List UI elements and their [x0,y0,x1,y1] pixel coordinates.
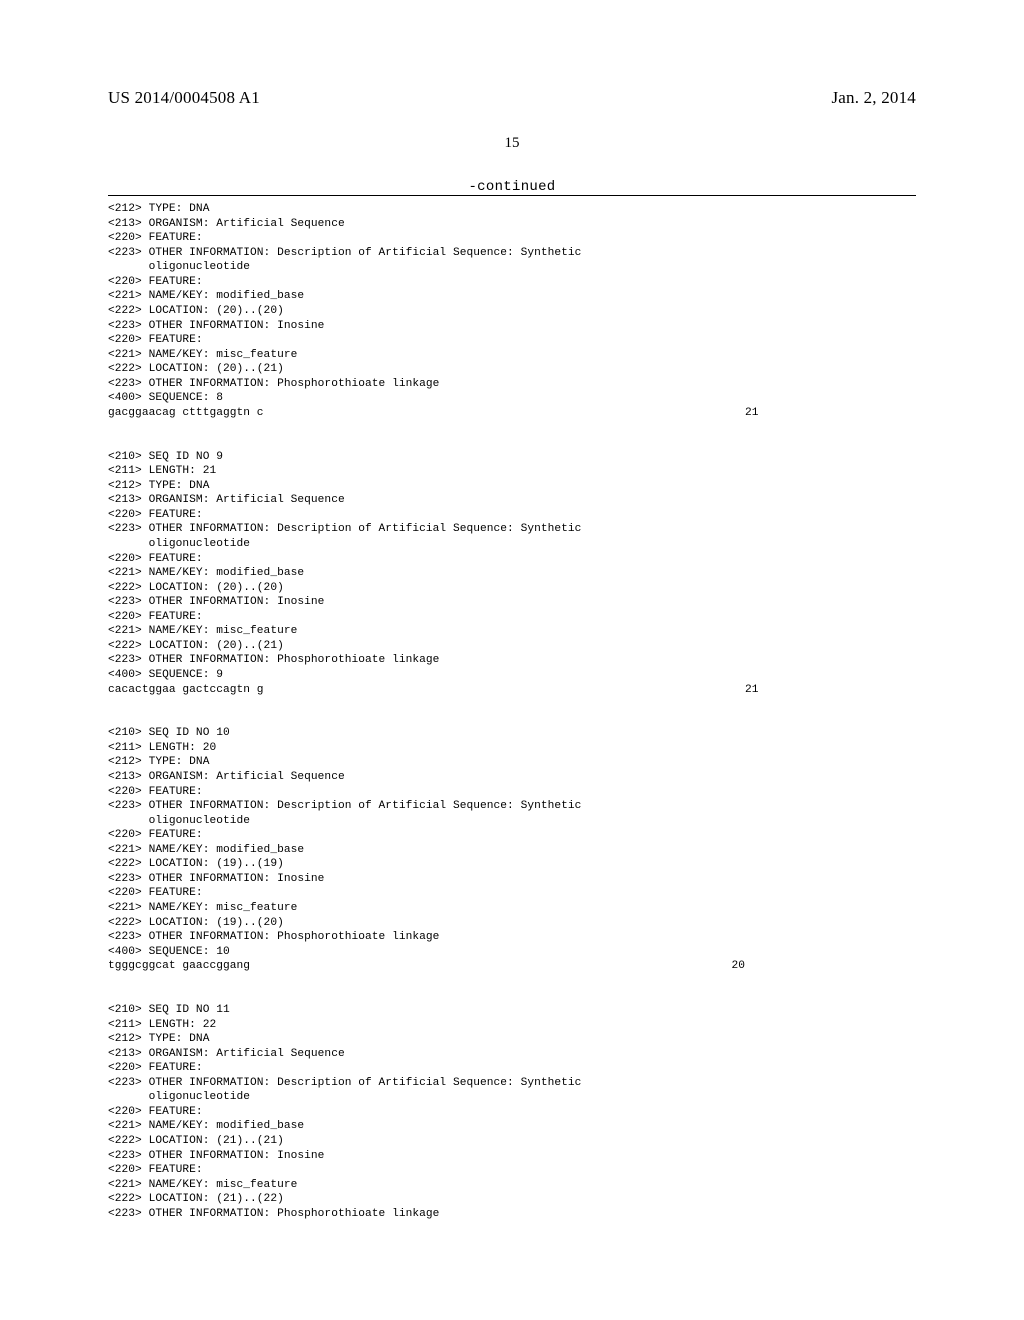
listing-line: <212> TYPE: DNA [108,479,916,494]
sequence-text: gacggaacag ctttgaggtn c [108,406,264,421]
listing-line: <223> OTHER INFORMATION: Description of … [108,799,916,814]
page-number: 15 [0,135,1024,152]
listing-line: <221> NAME/KEY: modified_base [108,1119,916,1134]
listing-line: <220> FEATURE: [108,828,916,843]
patent-page: US 2014/0004508 A1 Jan. 2, 2014 15 -cont… [0,0,1024,1320]
listing-line: <400> SEQUENCE: 8 [108,391,916,406]
listing-line: <400> SEQUENCE: 10 [108,945,916,960]
listing-line: <221> NAME/KEY: misc_feature [108,624,916,639]
listing-line: <213> ORGANISM: Artificial Sequence [108,770,916,785]
listing-line: <221> NAME/KEY: modified_base [108,566,916,581]
listing-line: oligonucleotide [108,260,916,275]
listing-line: <220> FEATURE: [108,231,916,246]
listing-line [108,974,916,989]
listing-line: <223> OTHER INFORMATION: Phosphorothioat… [108,930,916,945]
listing-line: <223> OTHER INFORMATION: Inosine [108,319,916,334]
listing-line: <220> FEATURE: [108,1163,916,1178]
listing-line: <222> LOCATION: (19)..(20) [108,916,916,931]
listing-line: <220> FEATURE: [108,785,916,800]
listing-line [108,988,916,1003]
listing-line: <220> FEATURE: [108,1105,916,1120]
listing-line: <222> LOCATION: (21)..(21) [108,1134,916,1149]
continued-label: -continued [0,179,1024,195]
listing-line: <220> FEATURE: [108,552,916,567]
listing-line: <222> LOCATION: (20)..(20) [108,581,916,596]
listing-line: <213> ORGANISM: Artificial Sequence [108,217,916,232]
listing-line: <222> LOCATION: (21)..(22) [108,1192,916,1207]
listing-line: <222> LOCATION: (20)..(21) [108,362,916,377]
sequence-row: cacactggaa gactccagtn g21 [108,683,916,698]
listing-line: <223> OTHER INFORMATION: Inosine [108,595,916,610]
listing-line: <220> FEATURE: [108,886,916,901]
listing-line: <221> NAME/KEY: misc_feature [108,1178,916,1193]
sequence-text: tgggcggcat gaaccggang [108,959,250,974]
listing-line [108,712,916,727]
listing-line: <223> OTHER INFORMATION: Phosphorothioat… [108,1207,916,1222]
listing-line: <220> FEATURE: [108,333,916,348]
publication-number: US 2014/0004508 A1 [108,88,260,108]
listing-line: <223> OTHER INFORMATION: Inosine [108,872,916,887]
listing-line: <221> NAME/KEY: modified_base [108,289,916,304]
listing-line: <212> TYPE: DNA [108,755,916,770]
listing-line [108,420,916,435]
listing-line: <223> OTHER INFORMATION: Description of … [108,246,916,261]
listing-line: <213> ORGANISM: Artificial Sequence [108,493,916,508]
listing-line: <211> LENGTH: 21 [108,464,916,479]
listing-line: <210> SEQ ID NO 9 [108,450,916,465]
listing-line [108,435,916,450]
listing-line: <212> TYPE: DNA [108,1032,916,1047]
sequence-length: 21 [264,683,759,698]
listing-line: <221> NAME/KEY: misc_feature [108,901,916,916]
listing-line: <220> FEATURE: [108,610,916,625]
listing-line: <210> SEQ ID NO 11 [108,1003,916,1018]
listing-line: <223> OTHER INFORMATION: Phosphorothioat… [108,653,916,668]
listing-line: <213> ORGANISM: Artificial Sequence [108,1047,916,1062]
sequence-row: tgggcggcat gaaccggang20 [108,959,916,974]
listing-line: <221> NAME/KEY: modified_base [108,843,916,858]
listing-line: <212> TYPE: DNA [108,202,916,217]
listing-line: <220> FEATURE: [108,1061,916,1076]
listing-line: <211> LENGTH: 22 [108,1018,916,1033]
listing-line: <222> LOCATION: (20)..(21) [108,639,916,654]
listing-line: oligonucleotide [108,1090,916,1105]
listing-line: <400> SEQUENCE: 9 [108,668,916,683]
listing-line: <210> SEQ ID NO 10 [108,726,916,741]
horizontal-rule [108,195,916,196]
sequence-length: 21 [264,406,759,421]
publication-date: Jan. 2, 2014 [831,88,916,108]
listing-line: oligonucleotide [108,537,916,552]
sequence-listing: <212> TYPE: DNA<213> ORGANISM: Artificia… [108,202,916,1221]
listing-line: <222> LOCATION: (19)..(19) [108,857,916,872]
listing-line: <223> OTHER INFORMATION: Phosphorothioat… [108,377,916,392]
listing-line: <223> OTHER INFORMATION: Description of … [108,522,916,537]
listing-line: <211> LENGTH: 20 [108,741,916,756]
listing-line: <222> LOCATION: (20)..(20) [108,304,916,319]
listing-line: <221> NAME/KEY: misc_feature [108,348,916,363]
listing-line: <223> OTHER INFORMATION: Description of … [108,1076,916,1091]
listing-line: <220> FEATURE: [108,275,916,290]
sequence-length: 20 [250,959,745,974]
listing-line: <223> OTHER INFORMATION: Inosine [108,1149,916,1164]
sequence-text: cacactggaa gactccagtn g [108,683,264,698]
listing-line [108,697,916,712]
listing-line: <220> FEATURE: [108,508,916,523]
sequence-row: gacggaacag ctttgaggtn c21 [108,406,916,421]
listing-line: oligonucleotide [108,814,916,829]
